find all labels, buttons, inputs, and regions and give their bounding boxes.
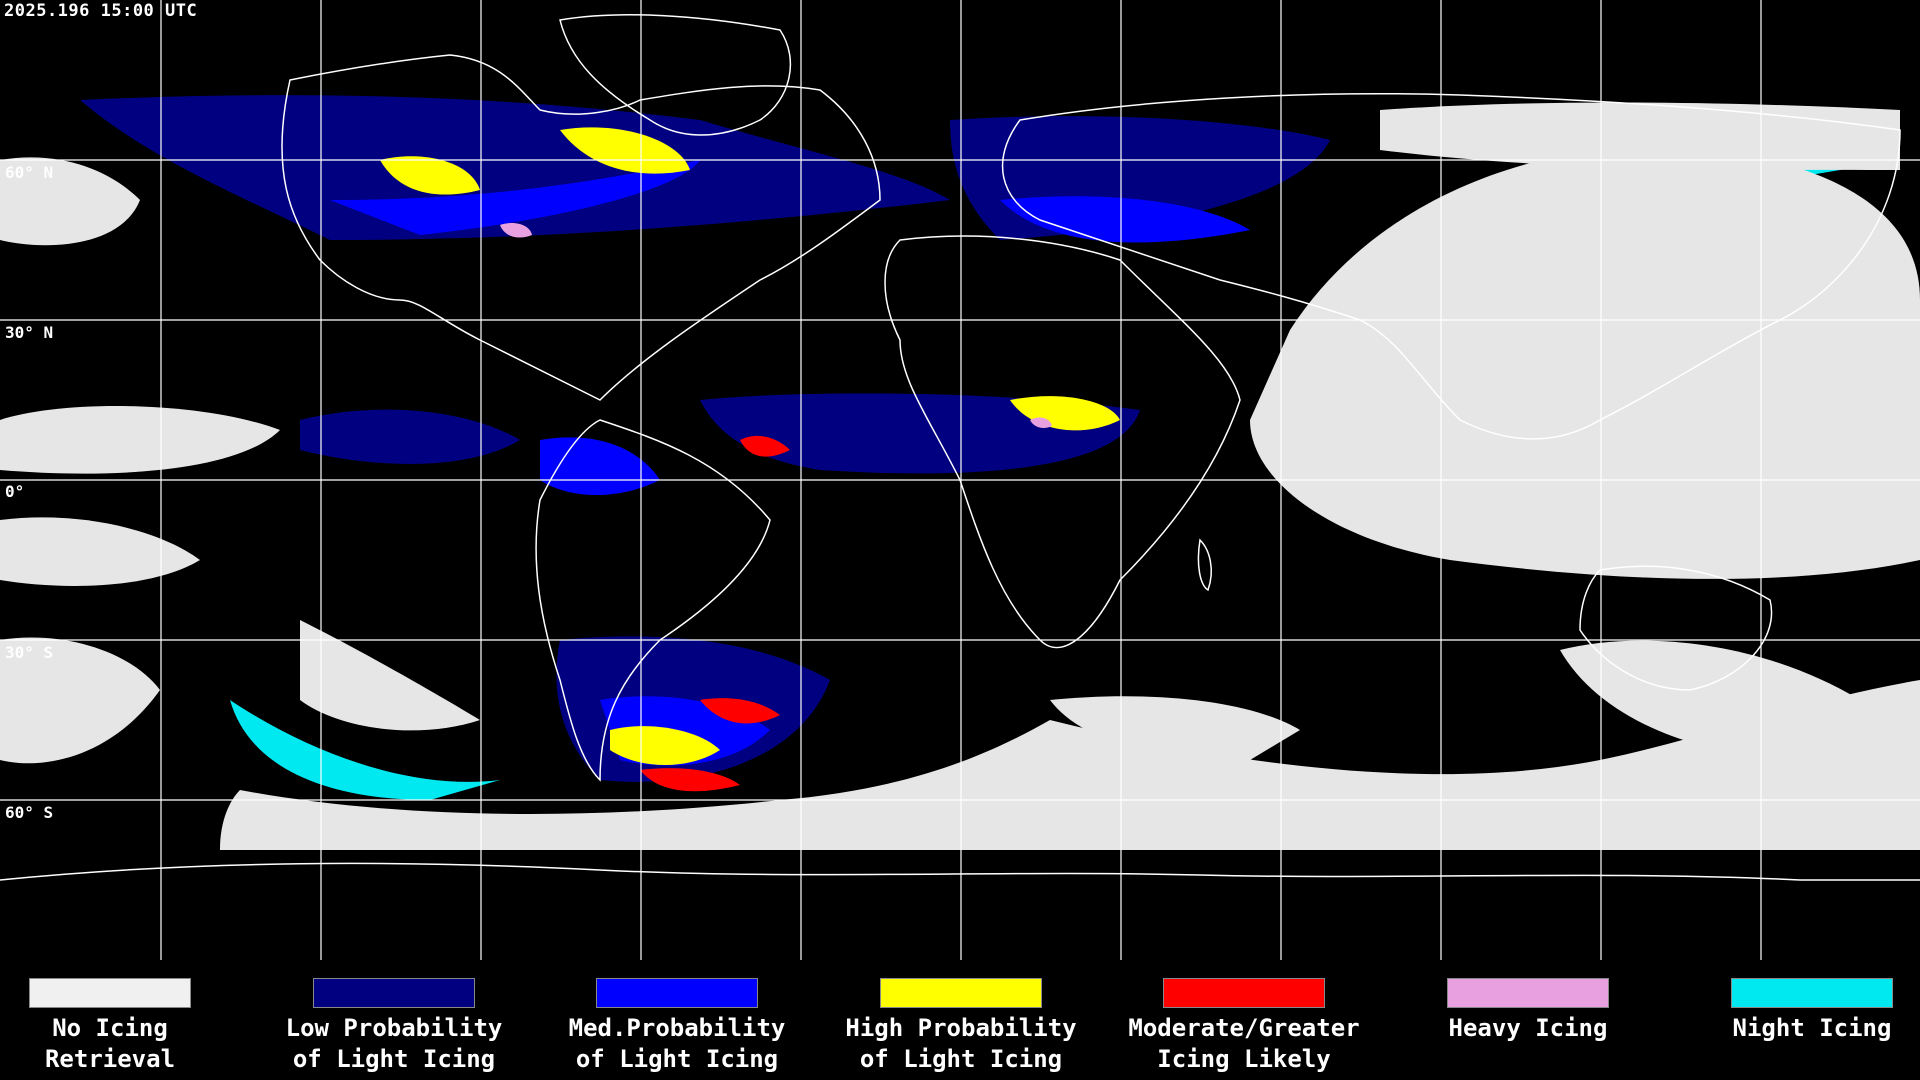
legend-item-med-probability: Med.Probability of Light Icing — [547, 978, 807, 1075]
legend-swatch — [596, 978, 758, 1008]
lat-label-60s: 60° S — [5, 803, 54, 822]
icing-probability-region — [80, 95, 1330, 792]
timestamp-label: 2025.196 15:00 UTC — [4, 1, 198, 21]
legend-swatch — [313, 978, 475, 1008]
legend-swatch — [29, 978, 191, 1008]
legend-swatch — [1163, 978, 1325, 1008]
legend-label: Heavy Icing — [1448, 1014, 1608, 1042]
legend-swatch — [1447, 978, 1609, 1008]
legend-swatch — [1731, 978, 1893, 1008]
no-icing-retrieval-region — [0, 102, 1920, 850]
legend-label: Low Probability of Light Icing — [285, 1014, 503, 1073]
coastlines — [0, 14, 1920, 881]
legend-item-high-probability: High Probability of Light Icing — [831, 978, 1091, 1075]
graticule — [0, 0, 1920, 960]
legend-label: Night Icing — [1732, 1014, 1892, 1042]
icing-legend: No Icing Retrieval Low Probability of Ligh… — [0, 960, 1920, 1080]
legend-item-moderate-greater: Moderate/Greater Icing Likely — [1114, 978, 1374, 1075]
icing-map — [0, 0, 1920, 960]
legend-label: No Icing Retrieval — [44, 1014, 176, 1073]
legend-item-no-icing: No Icing Retrieval — [0, 978, 240, 1075]
legend-item-low-probability: Low Probability of Light Icing — [264, 978, 524, 1075]
legend-label: Med.Probability of Light Icing — [568, 1014, 786, 1073]
lat-label-60n: 60° N — [5, 163, 54, 182]
legend-label: High Probability of Light Icing — [845, 1014, 1077, 1073]
lat-label-30n: 30° N — [5, 323, 54, 342]
legend-item-night-icing: Night Icing — [1682, 978, 1920, 1044]
legend-item-heavy-icing: Heavy Icing — [1398, 978, 1658, 1044]
lat-label-30s: 30° S — [5, 643, 54, 662]
map-canvas — [0, 0, 1920, 960]
legend-swatch — [880, 978, 1042, 1008]
legend-label: Moderate/Greater Icing Likely — [1128, 1014, 1360, 1073]
lat-label-equator: 0° — [5, 482, 25, 501]
